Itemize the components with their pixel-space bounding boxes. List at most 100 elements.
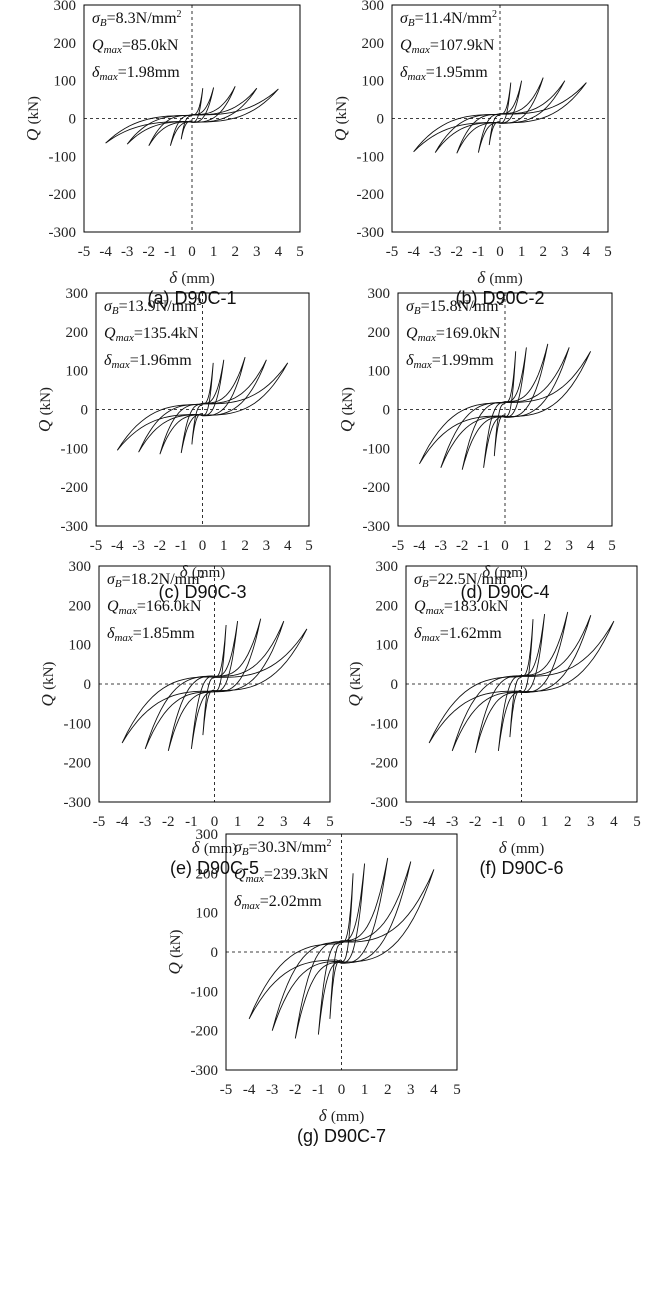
- hysteresis-loop: [317, 863, 366, 1035]
- y-tick-label: -300: [357, 225, 385, 241]
- x-axis-symbol: δ: [180, 562, 192, 581]
- y-tick-label: 0: [383, 403, 391, 419]
- y-tick-label: 300: [376, 559, 399, 575]
- y-tick-label: -200: [191, 1024, 219, 1040]
- y-tick-label: 300: [66, 286, 89, 302]
- x-tick-label: 1: [210, 244, 218, 260]
- x-tick-label: 5: [608, 538, 616, 554]
- x-tick-label: 3: [253, 244, 261, 260]
- x-tick-label: 5: [296, 244, 304, 260]
- y-axis-unit: (kN): [41, 662, 57, 690]
- hysteresis-loop: [121, 628, 308, 744]
- y-tick-label: 300: [54, 0, 77, 14]
- x-axis-label: δ (mm): [180, 562, 225, 581]
- y-axis-label: Q (kN): [35, 387, 54, 432]
- hysteresis-loop: [413, 82, 587, 153]
- x-tick-label: 5: [604, 244, 612, 260]
- x-tick-label: 2: [544, 538, 552, 554]
- x-axis-unit: (mm): [204, 841, 237, 857]
- x-tick-label: 0: [496, 244, 504, 260]
- y-axis-symbol: Q: [345, 690, 364, 707]
- x-tick-label: 5: [326, 814, 334, 830]
- x-tick-label: -1: [175, 538, 188, 554]
- x-tick-label: -2: [289, 1082, 302, 1098]
- x-tick-label: 5: [453, 1082, 461, 1098]
- y-tick-label: 300: [69, 559, 92, 575]
- panel-caption: (c) D90C-3: [158, 582, 246, 602]
- y-tick-label: -200: [371, 756, 399, 772]
- y-tick-label: -300: [61, 519, 89, 535]
- y-axis-symbol: Q: [38, 690, 57, 707]
- x-tick-label: -2: [451, 244, 464, 260]
- panel-caption: (d) D90C-4: [460, 582, 549, 602]
- y-tick-label: -300: [64, 795, 92, 811]
- annotation-sigma: σB=18.2N/mm2: [107, 570, 205, 590]
- x-tick-label: -3: [446, 814, 459, 830]
- x-tick-label: -3: [429, 244, 442, 260]
- x-tick-label: 0: [501, 538, 509, 554]
- y-tick-label: -100: [64, 716, 92, 732]
- y-axis-unit: (kN): [340, 387, 356, 415]
- hysteresis-loop: [190, 621, 239, 749]
- x-axis-unit: (mm): [511, 841, 544, 857]
- y-tick-label: 200: [69, 598, 92, 614]
- x-tick-label: 1: [220, 538, 228, 554]
- hysteresis-loop: [126, 87, 258, 145]
- annotation-dmax: δmax=1.96mm: [104, 352, 192, 371]
- x-tick-label: -2: [162, 814, 175, 830]
- x-tick-label: 1: [541, 814, 549, 830]
- x-axis-label: δ (mm): [319, 1106, 364, 1125]
- x-tick-label: 3: [263, 538, 271, 554]
- annotation-qmax: Qmax=169.0kN: [406, 325, 501, 344]
- x-tick-label: 4: [610, 814, 618, 830]
- y-tick-label: -100: [49, 149, 77, 165]
- y-axis-symbol: Q: [331, 124, 350, 141]
- x-tick-label: -2: [469, 814, 482, 830]
- annotation-qmax: Qmax=107.9kN: [400, 37, 495, 56]
- x-tick-label: -3: [139, 814, 152, 830]
- x-axis-symbol: δ: [499, 838, 511, 857]
- y-axis-label: Q (kN): [331, 96, 350, 141]
- y-tick-label: 200: [54, 36, 77, 52]
- y-tick-label: 0: [377, 112, 385, 128]
- y-tick-label: 0: [211, 945, 219, 961]
- y-tick-label: -300: [191, 1063, 219, 1079]
- x-tick-label: 4: [284, 538, 292, 554]
- x-tick-label: -3: [121, 244, 134, 260]
- y-axis-symbol: Q: [23, 124, 42, 141]
- x-tick-label: 0: [211, 814, 219, 830]
- x-tick-label: -2: [154, 538, 167, 554]
- x-tick-label: 2: [231, 244, 239, 260]
- x-tick-label: 4: [430, 1082, 438, 1098]
- annotation-qmax: Qmax=85.0kN: [92, 37, 179, 56]
- x-tick-label: -4: [116, 814, 129, 830]
- hysteresis-loop: [144, 620, 285, 750]
- y-tick-label: -200: [64, 756, 92, 772]
- annotation-dmax: δmax=1.99mm: [406, 352, 494, 371]
- x-tick-label: 4: [583, 244, 591, 260]
- annotation-sigma: σB=8.3N/mm2: [92, 9, 182, 29]
- y-tick-label: -300: [49, 225, 77, 241]
- x-tick-label: 2: [257, 814, 265, 830]
- x-tick-label: -4: [243, 1082, 256, 1098]
- hysteresis-loop: [180, 359, 225, 454]
- x-tick-label: -5: [220, 1082, 233, 1098]
- x-axis-label: δ (mm): [169, 268, 214, 287]
- hysteresis-loop: [461, 343, 549, 470]
- y-tick-label: 200: [376, 598, 399, 614]
- hysteresis-loop: [418, 351, 592, 465]
- annotation-dmax: δmax=1.95mm: [400, 64, 488, 83]
- x-tick-label: 5: [305, 538, 313, 554]
- x-tick-label: 5: [633, 814, 641, 830]
- x-tick-label: 4: [275, 244, 283, 260]
- annotation-qmax: Qmax=239.3kN: [234, 866, 329, 885]
- y-tick-label: 100: [376, 638, 399, 654]
- x-axis-unit: (mm): [192, 565, 225, 581]
- x-tick-label: -1: [477, 538, 490, 554]
- x-tick-label: -2: [143, 244, 156, 260]
- annotation-sigma: σB=11.4N/mm2: [400, 9, 497, 29]
- panel-caption: (g) D90C-7: [297, 1126, 386, 1146]
